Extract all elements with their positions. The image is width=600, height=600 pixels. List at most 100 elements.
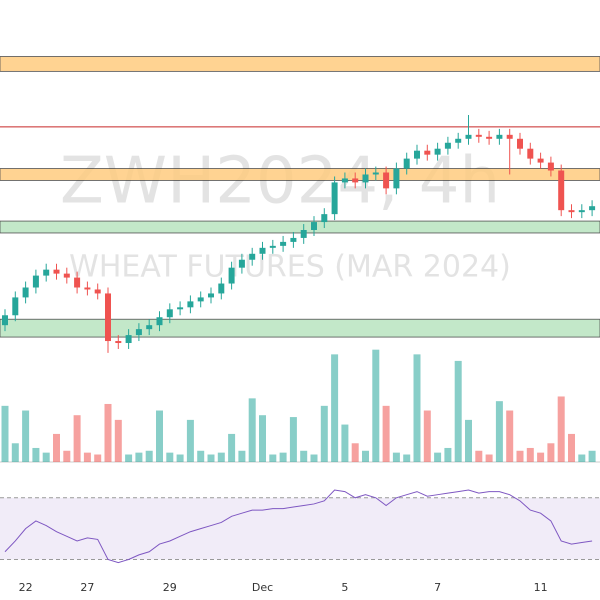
volume-bar [557,396,565,462]
candle-body [74,277,81,288]
volume-bar [135,452,143,462]
zone [0,168,600,181]
volume-bar [42,452,50,462]
candle-body [22,287,29,298]
candle-body [135,329,142,336]
volume-bar [547,443,555,462]
volume-bar [516,450,524,462]
candle-body [269,245,276,248]
candle-body [115,341,122,344]
volume-bar [63,450,71,462]
volume-bar [289,417,297,462]
volume-bar [259,415,266,462]
rsi-band [0,497,600,560]
watermark-name: WHEAT FUTURES (MAR 2024) [69,250,511,285]
candle-body [177,307,184,310]
volume-bar [526,447,534,462]
volume-bar [125,454,133,462]
candle-body [125,335,132,344]
volume-bar [156,410,163,462]
candle-body [383,172,390,189]
volume-bar [228,433,236,462]
volume-bar [413,354,421,462]
candle-body [94,289,101,294]
candle-body [403,158,410,169]
candle-body [43,269,50,276]
candle-body [32,275,39,288]
rsi-line [4,489,593,564]
volume-bar [537,452,545,462]
candle-body [156,317,163,326]
candle-body [249,253,256,260]
candle-body [238,259,245,268]
volume-bar [22,410,30,462]
candle-body [558,170,565,211]
volume-bar [434,452,442,462]
candle-body [311,222,317,230]
volume-bar [588,450,596,462]
volume-bar [207,454,215,462]
volume-bar [475,450,483,462]
volume-bar [83,452,91,462]
candle-body [259,247,266,254]
candle-body [280,241,287,246]
volume-bar [320,405,328,462]
x-tick-label: Dec [252,581,273,594]
candle-body [362,174,369,183]
candle-body [321,214,328,223]
volume-bar [423,410,431,462]
candle-body [527,148,534,159]
volume-bar [145,450,153,462]
volume-bar [372,349,380,462]
volume-bar [269,454,277,462]
candle-body [105,293,111,342]
candle-body [496,134,503,139]
volume-bar [403,454,411,462]
x-tick-label: 22 [19,581,33,594]
volume-bar [176,454,184,462]
candle-body [208,293,214,298]
candle-body [434,148,441,155]
volume-bar [104,403,112,462]
volume-bar [485,454,493,462]
volume-bar [331,354,339,462]
volume-bar [454,360,462,462]
volume-bar [238,450,246,462]
volume-bar [392,452,400,462]
candle-body [547,162,554,171]
volume-bar [197,450,205,462]
candle-body [341,178,348,183]
volume-bar [382,405,390,462]
candle-body [63,273,70,278]
volume-bar [351,443,359,462]
volume-bar [310,454,318,462]
candle-body [166,309,173,318]
candle-body [12,297,19,316]
candle-body [331,182,338,215]
volume-bar [362,450,369,462]
volume-bar [279,452,287,462]
volume-bar [11,443,19,462]
volume-bar [94,454,102,462]
candle-body [218,283,225,294]
volume-bar [73,415,81,462]
candle-body [455,138,462,143]
candle-body [486,136,493,139]
zone [0,56,600,72]
candle-body [84,287,91,290]
candle-body [300,230,307,238]
candle-body [424,150,431,155]
candle-body [290,237,297,242]
volume-bar [444,447,452,462]
candle-body [465,134,472,139]
volume-bar [568,433,575,462]
candle-body [372,172,379,175]
volume-bar [166,452,174,462]
candle-body [444,142,451,149]
volume-bar [217,452,225,462]
volume-bar [53,433,60,462]
volume-bar [248,398,256,462]
x-tick-label: 7 [434,581,441,594]
candle-body [187,301,194,308]
